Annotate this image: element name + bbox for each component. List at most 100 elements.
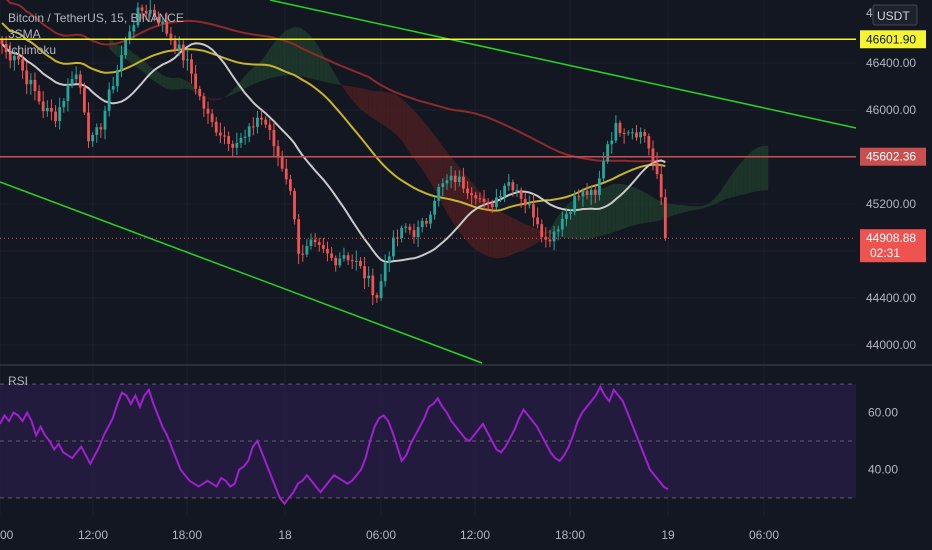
last-price-label: 44908.88 <box>866 231 916 245</box>
ichimoku-cloud-segment <box>220 97 225 100</box>
candle-body <box>210 113 214 122</box>
candle <box>157 11 160 27</box>
ichimoku-cloud-segment <box>690 206 695 211</box>
ichimoku-cloud-segment <box>142 59 147 75</box>
candle <box>519 187 523 208</box>
ichimoku-cloud-segment <box>735 164 740 197</box>
price-badge-0 <box>860 30 926 49</box>
candle-body <box>264 119 268 125</box>
candle-body <box>317 242 321 245</box>
candle-body <box>474 195 478 199</box>
candle-body <box>495 197 498 208</box>
ichimoku-cloud-segment <box>162 75 167 89</box>
ichimoku-cloud-segment <box>352 86 357 105</box>
ichimoku-cloud-segment <box>636 188 641 225</box>
candle <box>532 193 535 227</box>
ichimoku-cloud-segment <box>187 81 192 91</box>
ichimoku-cloud-segment <box>372 90 377 121</box>
candle <box>173 35 177 54</box>
last-price-badge <box>860 229 926 263</box>
candle <box>128 25 132 45</box>
candle-body <box>289 179 292 191</box>
candle-body <box>560 218 564 230</box>
candle <box>165 12 169 37</box>
candle-body <box>606 144 610 162</box>
ichimoku-cloud-segment <box>603 186 608 236</box>
ichimoku-cloud-segment <box>755 146 761 192</box>
ichimoku-cloud-segment <box>714 193 719 205</box>
candle-body <box>519 190 523 199</box>
candle <box>610 132 614 154</box>
ichimoku-cloud-segment <box>624 184 629 229</box>
indicator-label-ichimoku[interactable]: Ichimoku <box>8 43 57 57</box>
ichimoku-cloud-segment <box>620 183 625 231</box>
rsi-tick-label: 60.00 <box>868 406 898 420</box>
candle-body <box>227 136 230 144</box>
ichimoku-cloud-segment <box>710 198 715 206</box>
candle <box>74 66 78 83</box>
ichimoku-cloud-segment <box>430 129 435 190</box>
candle-body <box>165 21 169 34</box>
candle-body <box>392 237 395 257</box>
candle-body <box>243 136 247 138</box>
chart-legend: Bitcoin / TetherUS, 15, BINANCE 3SMA Ich… <box>8 10 184 58</box>
ichimoku-cloud-segment <box>368 90 373 119</box>
candle <box>169 27 173 46</box>
indicator-label-sma[interactable]: 3SMA <box>8 27 41 41</box>
ichimoku-cloud-segment <box>257 60 262 83</box>
rsi-pane-title[interactable]: RSI <box>8 374 29 388</box>
candle <box>136 2 140 28</box>
ichimoku-cloud-segment <box>607 184 612 235</box>
candle-body <box>235 142 239 148</box>
ichimoku-cloud-segment <box>323 54 328 83</box>
candle-body <box>128 31 132 41</box>
candle-body <box>276 146 280 157</box>
candle <box>214 116 218 137</box>
ichimoku-cloud-segment <box>302 29 307 78</box>
candle <box>107 82 111 117</box>
candle <box>363 256 366 289</box>
ichimoku-cloud-segment <box>364 89 369 116</box>
candle-body <box>206 108 210 114</box>
candle <box>379 273 383 301</box>
candle <box>383 254 387 287</box>
candle-body <box>367 275 371 279</box>
candle-body <box>74 74 78 80</box>
price-tick-label: 45200.00 <box>866 197 916 211</box>
candle-body <box>581 190 585 197</box>
candle <box>70 71 74 89</box>
candle <box>647 133 651 156</box>
ichimoku-cloud-segment <box>409 106 414 159</box>
candle-body <box>507 182 511 186</box>
candle <box>449 166 453 189</box>
ichimoku-cloud-segment <box>183 79 188 89</box>
candle <box>33 72 37 101</box>
candle <box>276 140 280 167</box>
candle-body <box>202 96 206 109</box>
price-tick-label: 44400.00 <box>866 291 916 305</box>
candle-body <box>416 227 420 238</box>
candle-body <box>614 122 618 141</box>
candle-body <box>140 7 144 11</box>
candle <box>371 268 375 306</box>
ichimoku-cloud-segment <box>727 175 732 199</box>
candle-body <box>618 122 622 134</box>
ichimoku-cloud-segment <box>282 30 287 77</box>
candle <box>346 252 350 266</box>
candle-body <box>412 230 416 238</box>
candle-body <box>499 195 502 198</box>
candle-body <box>103 110 107 130</box>
candle <box>210 109 214 128</box>
candle <box>181 40 185 68</box>
ichimoku-cloud-segment <box>525 223 530 250</box>
candle <box>470 187 474 205</box>
symbol-title[interactable]: Bitcoin / TetherUS, 15, BINANCE <box>8 11 184 25</box>
candle <box>482 189 486 211</box>
candle-body <box>161 21 165 24</box>
candle-body <box>490 202 494 208</box>
ichimoku-cloud-segment <box>253 64 258 85</box>
ichimoku-cloud-segment <box>170 77 176 90</box>
ichimoku-cloud-segment <box>496 208 501 259</box>
candle <box>478 192 482 203</box>
ichimoku-cloud-segment <box>216 98 221 101</box>
